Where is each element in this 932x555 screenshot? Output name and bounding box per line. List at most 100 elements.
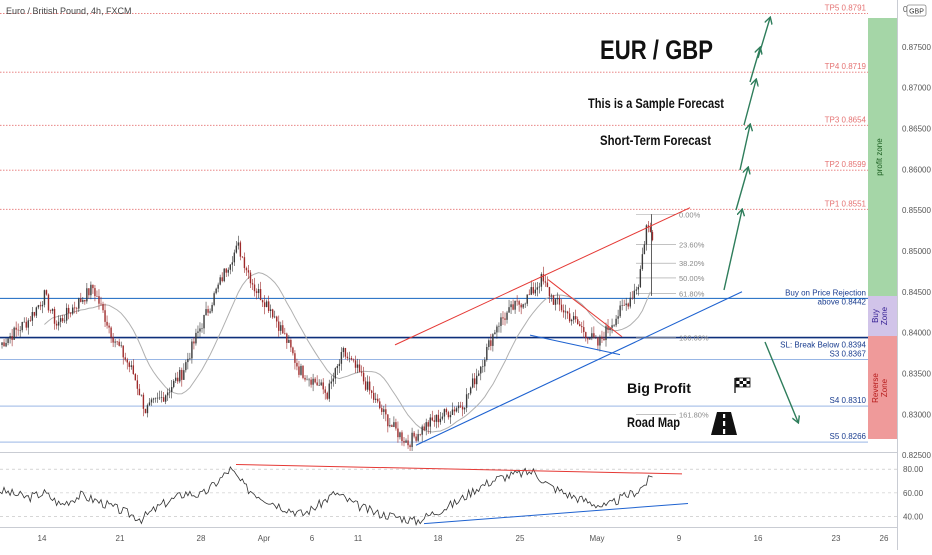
- buy-zone-label-1: Buy: [871, 309, 880, 323]
- checkered-flag-icon: [734, 377, 751, 393]
- candle-body: [282, 325, 284, 334]
- candle-body: [457, 405, 460, 409]
- level-label-line2: above 0.8442: [818, 297, 867, 306]
- candle-body: [560, 304, 563, 311]
- candle-body: [245, 268, 248, 271]
- candle-body: [506, 312, 508, 320]
- time-tick-label-6: 18: [434, 534, 443, 543]
- candle-body: [336, 366, 339, 369]
- candle-body: [29, 320, 31, 322]
- candle-body: [78, 298, 80, 309]
- candle-body: [221, 277, 223, 282]
- candle-body: [368, 381, 371, 391]
- candle-body: [217, 284, 219, 289]
- time-tick-label-1: 21: [116, 534, 125, 543]
- candle-body: [514, 300, 516, 310]
- candle-body: [92, 284, 94, 289]
- candle-body: [318, 385, 320, 386]
- candle-body: [156, 397, 159, 399]
- time-tick-label-12: 26: [880, 534, 889, 543]
- candle-body: [67, 307, 70, 313]
- candle-body: [639, 269, 642, 288]
- candle-body: [308, 379, 310, 381]
- candle-body: [627, 303, 629, 307]
- candle-body: [247, 270, 250, 273]
- candle-body: [435, 414, 438, 422]
- candle-body: [508, 307, 510, 313]
- candle-body: [496, 326, 498, 333]
- candle-body: [181, 369, 183, 380]
- profit-zone: [868, 18, 897, 296]
- candle-body: [649, 227, 652, 233]
- upper-channel-line: [394, 207, 691, 346]
- candle-body: [82, 299, 84, 302]
- price-tick-label-4: 0.84500: [902, 288, 931, 297]
- candle-body: [235, 245, 238, 253]
- candle-body: [550, 295, 553, 297]
- candle-body: [39, 305, 42, 307]
- candle-body: [306, 379, 308, 381]
- rsi-resistance-line: [235, 463, 683, 475]
- candle-body: [528, 294, 530, 296]
- candle-body: [415, 436, 417, 441]
- candle-body: [162, 397, 165, 402]
- candle-body: [641, 254, 644, 270]
- candle-body: [294, 353, 296, 363]
- candle-body: [138, 388, 141, 396]
- currency-badge: [906, 4, 927, 17]
- candle-body: [227, 269, 229, 273]
- candle-body: [360, 371, 363, 373]
- big-profit-annotation: Big Profit: [627, 380, 691, 396]
- candle-body: [47, 294, 50, 311]
- candle-body: [366, 381, 369, 390]
- candle-body: [148, 402, 151, 406]
- candle-body: [542, 274, 545, 282]
- candle-body: [605, 326, 607, 341]
- level-label-8: S4 0.8310: [830, 396, 867, 405]
- zone-bars: profit zone Buy Zone Reverse Zone: [868, 18, 897, 439]
- candle-body: [330, 381, 332, 384]
- time-tick-label-4: 6: [310, 534, 315, 543]
- candle-body: [114, 341, 116, 343]
- time-tick-label-10: 16: [754, 534, 763, 543]
- candle-body: [512, 304, 514, 310]
- candle-body: [437, 414, 440, 423]
- candle-body: [312, 378, 314, 385]
- candle-body: [518, 301, 520, 305]
- candle-body: [74, 307, 76, 309]
- candle-body: [492, 334, 494, 346]
- candle-body: [108, 325, 110, 328]
- candle-body: [106, 321, 108, 326]
- price-tick-label-2: 0.83500: [902, 369, 931, 378]
- candle-body: [530, 287, 532, 295]
- candle-body: [370, 390, 373, 393]
- candle-body: [253, 284, 256, 292]
- candle-body: [122, 345, 124, 358]
- candle-body: [57, 321, 60, 326]
- candle-body: [88, 288, 90, 296]
- candle-body: [441, 416, 444, 419]
- candle-body: [276, 316, 278, 322]
- candle-body: [516, 300, 518, 302]
- candle-body: [433, 420, 435, 422]
- time-tick-label-9: 9: [677, 534, 682, 543]
- candle-body: [272, 309, 274, 318]
- candle-body: [134, 374, 137, 381]
- candle-body: [255, 291, 258, 293]
- candle-body: [7, 338, 9, 343]
- candle-body: [265, 301, 268, 308]
- candle-body: [356, 364, 359, 368]
- candle-body: [564, 311, 567, 313]
- price-tick-label-9: 0.87000: [902, 84, 931, 93]
- candle-body: [391, 425, 393, 427]
- price-tick-label-7: 0.86000: [902, 165, 931, 174]
- candle-body: [257, 289, 260, 293]
- candle-body: [459, 405, 462, 407]
- candle-body: [548, 287, 551, 297]
- candle-body: [629, 297, 631, 307]
- candle-body: [597, 337, 599, 346]
- candle-body: [556, 298, 559, 300]
- candle-body: [385, 409, 387, 415]
- candle-body: [263, 302, 266, 308]
